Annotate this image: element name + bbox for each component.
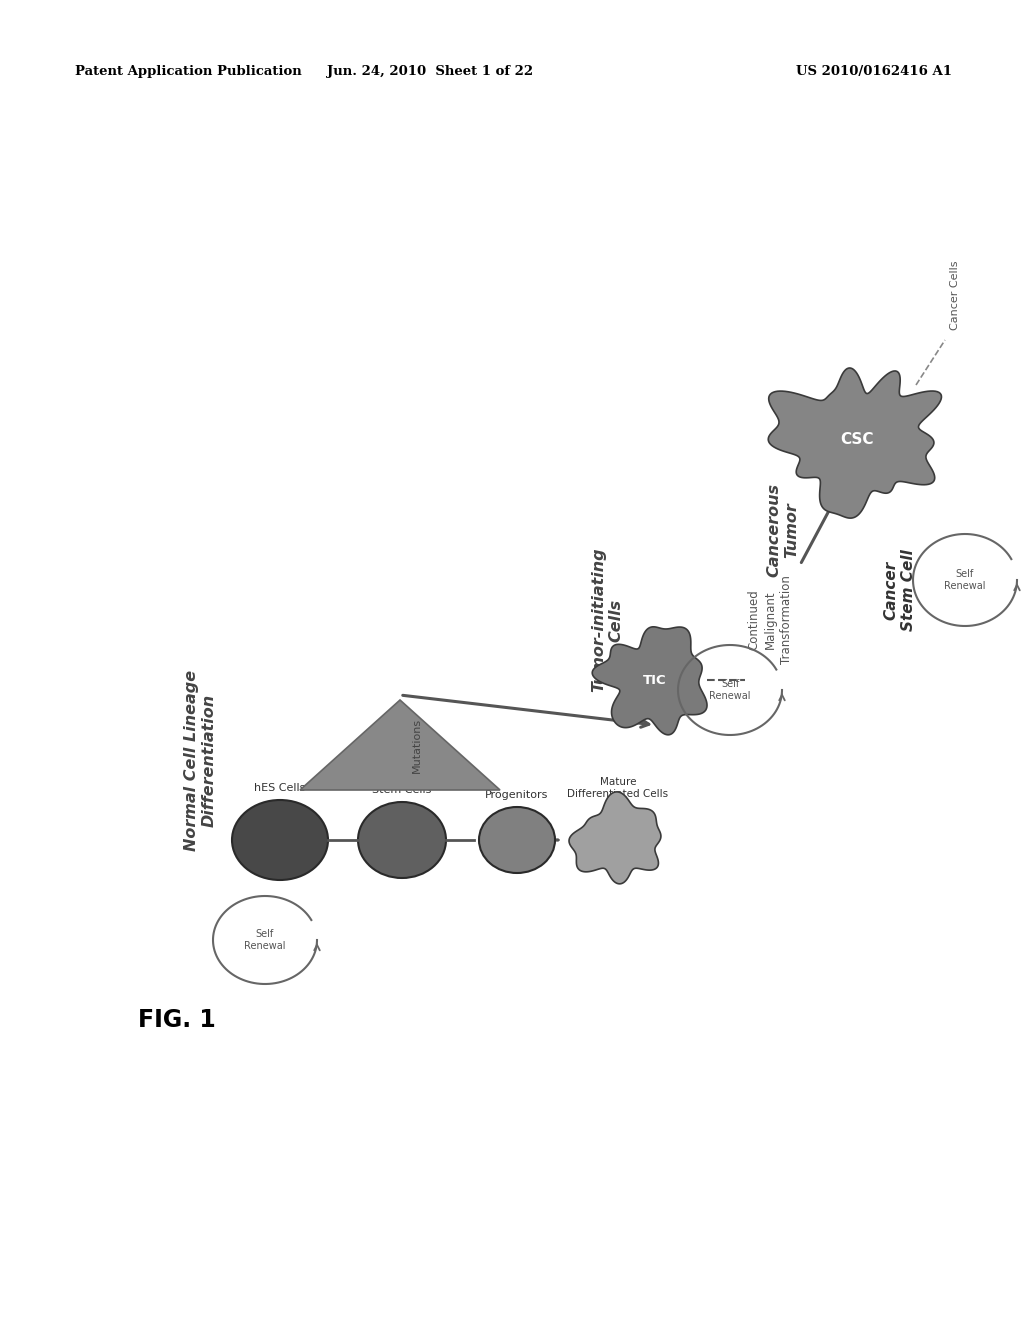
Text: Self
Renewal: Self Renewal [944,569,986,591]
Ellipse shape [358,803,446,878]
Text: TIC: TIC [643,673,667,686]
Ellipse shape [479,807,555,873]
Text: Progenitors: Progenitors [485,789,549,800]
Text: Mature
Differentiated Cells: Mature Differentiated Cells [567,777,669,799]
Text: CSC: CSC [841,433,873,447]
Text: Continued
Malignant
Transformation: Continued Malignant Transformation [748,576,793,664]
Polygon shape [768,368,941,519]
Polygon shape [592,627,707,735]
Text: US 2010/0162416 A1: US 2010/0162416 A1 [796,66,952,78]
Polygon shape [300,700,500,789]
Text: Self
Renewal: Self Renewal [710,678,751,701]
Text: Cancer Cells: Cancer Cells [950,260,961,330]
Text: Cancerous
Tumor: Cancerous Tumor [767,483,799,577]
Text: Self
Renewal: Self Renewal [245,929,286,952]
Ellipse shape [232,800,328,880]
Text: Patent Application Publication: Patent Application Publication [75,66,302,78]
Text: Jun. 24, 2010  Sheet 1 of 22: Jun. 24, 2010 Sheet 1 of 22 [327,66,534,78]
Text: Tumor-initiating
Cells: Tumor-initiating Cells [591,548,624,692]
Text: Normal Cell Lineage
Differentiation: Normal Cell Lineage Differentiation [183,669,216,850]
Text: Stem Cells: Stem Cells [373,785,432,795]
Text: Mutations: Mutations [412,718,422,772]
Text: hES Cells: hES Cells [254,783,306,793]
Polygon shape [569,792,660,884]
Text: Cancer
Stem Cell: Cancer Stem Cell [884,549,916,631]
Text: FIG. 1: FIG. 1 [138,1008,216,1032]
